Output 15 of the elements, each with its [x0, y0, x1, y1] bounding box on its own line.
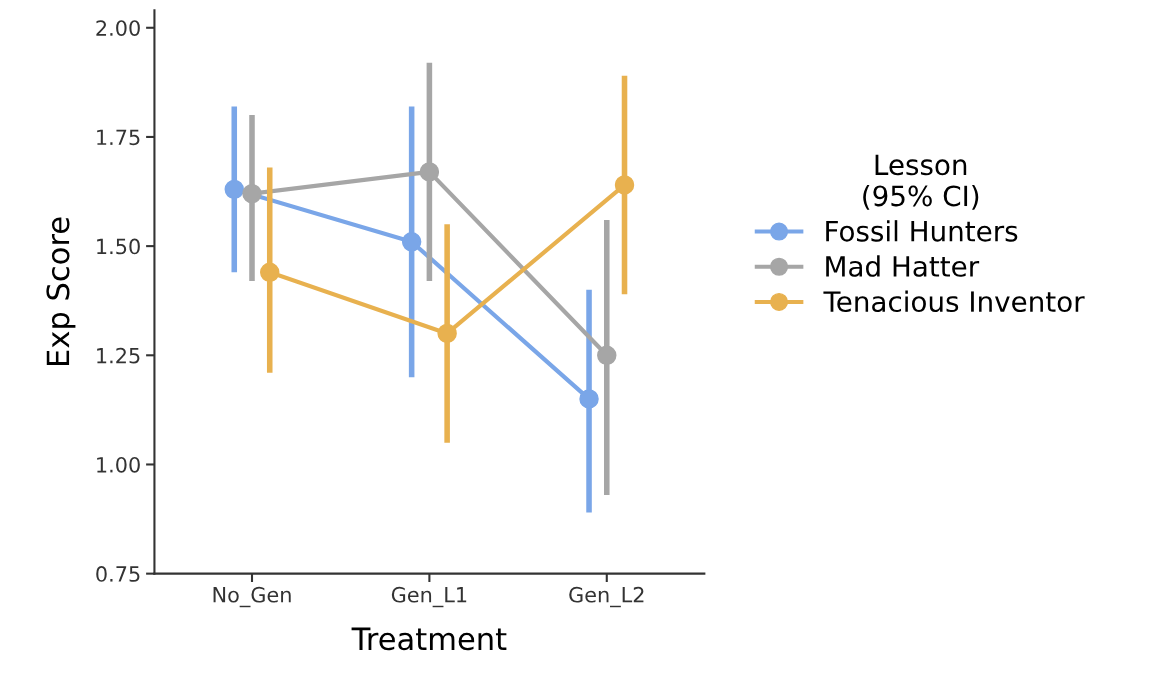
- y-tick-label: 1.25: [97, 347, 140, 364]
- legend-title: Lesson (95% CI): [863, 154, 979, 210]
- y-tick-label: 1.00: [97, 456, 140, 473]
- legend-label: Tenacious Inventor: [823, 290, 1085, 313]
- x-tick-label: Gen_L2: [569, 586, 644, 608]
- x-tick-label: Gen_L1: [391, 586, 467, 608]
- y-tick-label: 1.75: [97, 129, 140, 146]
- x-tick-label: No_Gen: [213, 586, 291, 608]
- y-tick-label: 1.50: [97, 238, 140, 255]
- y-tick-label: 2.00: [96, 20, 140, 36]
- y-axis-title: Exp Score: [46, 217, 76, 366]
- legend-label: Fossil Hunters: [826, 220, 1018, 242]
- x-axis-title: Treatment: [351, 627, 507, 651]
- legend-label: Mad Hatter: [826, 255, 980, 277]
- y-tick-label: 0.75: [96, 566, 140, 582]
